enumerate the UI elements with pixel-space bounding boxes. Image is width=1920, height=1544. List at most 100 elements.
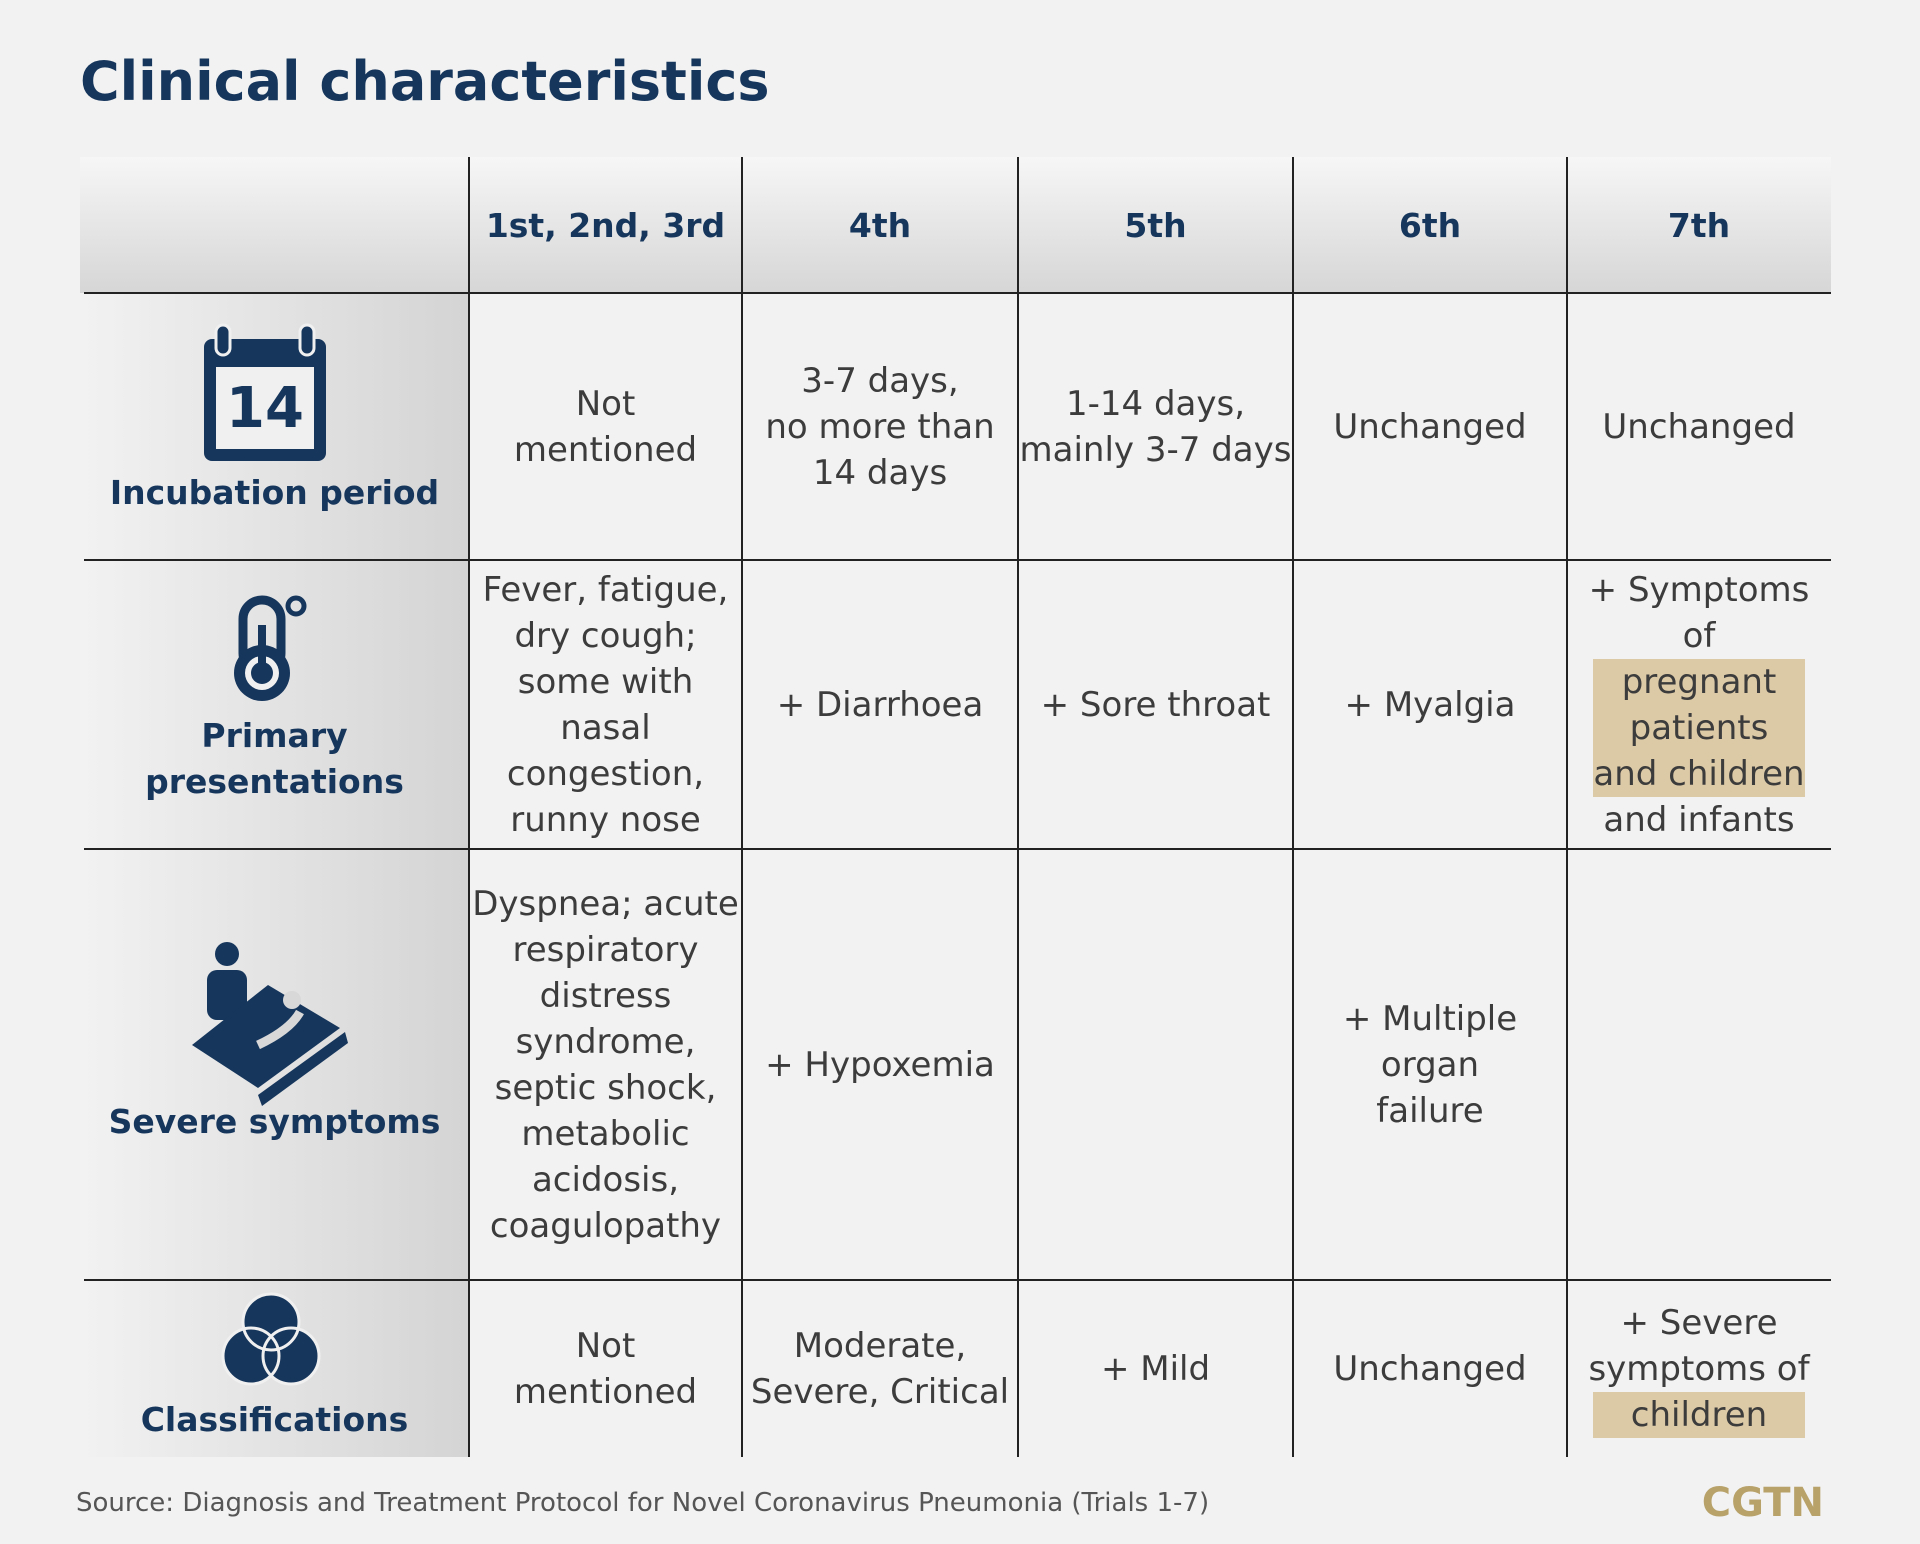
cell-line: Fever, fatigue, xyxy=(482,569,729,610)
cell-line: mentioned xyxy=(513,429,698,470)
cell-line: Not xyxy=(575,383,636,424)
cell: Moderate, Severe, Critical xyxy=(742,1280,1018,1457)
venn-icon xyxy=(221,1292,321,1386)
row-line xyxy=(84,848,1831,850)
row-line xyxy=(84,559,1831,561)
cell-line: 3-7 days, xyxy=(801,360,959,401)
cell-line: 14 days xyxy=(812,452,948,493)
row-label: Primary presentations xyxy=(80,713,469,805)
highlighted-text: patients xyxy=(1593,704,1805,751)
bed-icon xyxy=(192,942,348,1106)
cell-line: runny nose xyxy=(510,799,701,840)
source: Source: Diagnosis and Treatment Protocol… xyxy=(76,1488,1210,1518)
cell-line: pregnant xyxy=(1593,658,1805,705)
label-column-bg xyxy=(80,293,469,1457)
column-line xyxy=(1292,157,1294,1457)
cell-line: distress xyxy=(539,975,672,1016)
cell: + Mild xyxy=(1018,1280,1293,1457)
cell-line: septic shock, xyxy=(494,1067,717,1108)
row-label: Incubation period xyxy=(80,470,469,516)
cell: + Symptoms of pregnant patients and childre… xyxy=(1567,560,1831,849)
row-label-line: Primary xyxy=(201,716,348,755)
cell-line: syndrome, xyxy=(515,1021,696,1062)
cell: + Severe symptoms of children xyxy=(1567,1280,1831,1457)
column-line xyxy=(1017,157,1019,1457)
cell: Unchanged xyxy=(1293,293,1567,560)
row-label-line: presentations xyxy=(145,762,404,801)
cell: + Multiple organ failure xyxy=(1293,849,1567,1280)
cell-line: + Severe xyxy=(1620,1302,1778,1343)
cell-line: Moderate, xyxy=(793,1325,967,1366)
cell-line: acidosis, xyxy=(531,1159,680,1200)
cell-line: Severe, Critical xyxy=(750,1371,1010,1412)
cell: + Hypoxemia xyxy=(742,849,1018,1280)
cell-line: + Mild xyxy=(1100,1348,1211,1389)
cell-line: patients xyxy=(1593,704,1805,751)
cell-line: children xyxy=(1593,1391,1805,1438)
cell: 1-14 days, mainly 3-7 days xyxy=(1018,293,1293,560)
calendar-number: 14 xyxy=(226,376,304,441)
cell-line: metabolic xyxy=(521,1113,690,1154)
cell-line: coagulopathy xyxy=(489,1205,722,1246)
cell: Unchanged xyxy=(1293,1280,1567,1457)
row-line xyxy=(84,1279,1831,1281)
cell-line: Dyspnea; acute xyxy=(472,883,739,924)
column-header: 6th xyxy=(1398,205,1462,245)
cell: Unchanged xyxy=(1567,293,1831,560)
cell-line: Unchanged xyxy=(1333,1348,1527,1389)
cell-line: some with nasal xyxy=(517,661,694,748)
cell: + Sore throat xyxy=(1018,560,1293,849)
cell-line: no more than xyxy=(765,406,995,447)
calendar-icon: 14 xyxy=(204,323,326,461)
column-header: 1st, 2nd, 3rd xyxy=(485,205,726,245)
cell-line: + Hypoxemia xyxy=(765,1044,995,1085)
cell: 3-7 days, no more than 14 days xyxy=(742,293,1018,560)
column-header: 7th xyxy=(1667,205,1731,245)
cell-line: Unchanged xyxy=(1333,406,1527,447)
column-header: 5th xyxy=(1124,205,1187,245)
cell-line: dry cough; xyxy=(514,615,697,656)
row-label-line: Classifications xyxy=(140,1400,409,1439)
cell-line: 1-14 days, xyxy=(1065,383,1246,424)
column-line xyxy=(468,157,470,1457)
highlighted-text: and children xyxy=(1593,750,1805,797)
highlighted-text: children xyxy=(1593,1391,1805,1438)
cell-line: mainly 3-7 days xyxy=(1019,429,1292,470)
cell: + Myalgia xyxy=(1293,560,1567,849)
cell-line: + Symptoms of xyxy=(1588,569,1810,656)
row-label: Severe symptoms xyxy=(80,1099,469,1145)
cell-line: respiratory xyxy=(512,929,699,970)
cell-line: and infants xyxy=(1603,799,1795,840)
cell xyxy=(1018,849,1293,1280)
cell: Dyspnea; acute respiratory distress syndrom… xyxy=(469,849,742,1280)
cell: Not mentioned xyxy=(469,1280,742,1457)
column-line xyxy=(1566,157,1568,1457)
cell-line: + Multiple organ xyxy=(1342,998,1518,1085)
highlighted-text: pregnant xyxy=(1593,658,1805,705)
cell-line: + Sore throat xyxy=(1040,684,1271,725)
thermometer-icon xyxy=(234,595,307,701)
cell-line: + Diarrhoea xyxy=(776,684,984,725)
title: Clinical characteristics xyxy=(80,50,770,113)
row-label-line: Severe symptoms xyxy=(108,1102,441,1141)
row-label: Classifications xyxy=(80,1397,469,1443)
cell-line: + Myalgia xyxy=(1344,684,1516,725)
cell-line: Unchanged xyxy=(1602,406,1796,447)
cell-line: Not xyxy=(575,1325,636,1366)
row-label-line: Incubation period xyxy=(109,473,440,512)
column-header: 4th xyxy=(848,205,912,245)
cell-line: failure xyxy=(1376,1090,1484,1131)
header-bg xyxy=(80,157,1831,293)
cell xyxy=(1567,849,1831,1280)
cell: Fever, fatigue, dry cough; some with nasal… xyxy=(469,560,742,849)
row-line xyxy=(84,292,1831,294)
cell-line: and children xyxy=(1593,750,1805,797)
cell-line: congestion, xyxy=(506,753,705,794)
cell: Not mentioned xyxy=(469,293,742,560)
cell-line: symptoms of xyxy=(1588,1348,1810,1389)
cell-line: mentioned xyxy=(513,1371,698,1412)
column-line xyxy=(741,157,743,1457)
cell: + Diarrhoea xyxy=(742,560,1018,849)
